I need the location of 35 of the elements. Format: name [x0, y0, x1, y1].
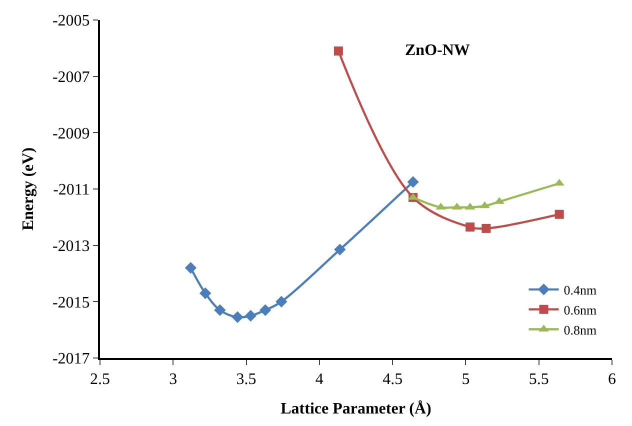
x-tick-label: 5	[462, 371, 470, 388]
y-tick-label: -2007	[52, 68, 90, 86]
legend-label: 0.8nm	[564, 322, 597, 338]
y-tick-label: -2005	[52, 12, 90, 30]
x-tick-label: 4.5	[382, 371, 403, 388]
x-tick-label: 3	[169, 371, 178, 388]
point	[334, 46, 343, 56]
x-tick-label: 6	[608, 371, 616, 388]
x-tick-label: 2.5	[90, 371, 110, 388]
point	[244, 310, 257, 322]
y-tick-label: -2011	[53, 182, 90, 199]
annotation: ZnO-NW	[405, 42, 470, 59]
point	[554, 210, 564, 219]
x-tick-label: 4	[315, 371, 324, 388]
point	[480, 201, 490, 208]
point	[232, 311, 244, 324]
y-tick-label: -2015	[52, 294, 90, 312]
x-tick-label: 5.5	[528, 371, 549, 388]
point	[482, 224, 491, 233]
y-tick-label: -2009	[52, 125, 90, 142]
legend-label: 0.6nm	[564, 302, 597, 318]
y-tick-label: -2017	[52, 350, 90, 368]
point	[184, 262, 197, 274]
point	[199, 287, 212, 300]
point	[334, 244, 346, 256]
point	[466, 222, 475, 232]
point	[259, 304, 272, 316]
y-tick-label: -2013	[52, 238, 90, 255]
point	[214, 304, 226, 316]
y-axis-title: Energy (eV)	[20, 147, 37, 231]
point	[276, 296, 288, 308]
legend-label: 0.4nm	[564, 282, 597, 298]
x-axis-title: Lattice Parameter (Å)	[280, 399, 432, 418]
x-tick-label: 3.5	[236, 371, 256, 388]
point	[407, 176, 419, 188]
